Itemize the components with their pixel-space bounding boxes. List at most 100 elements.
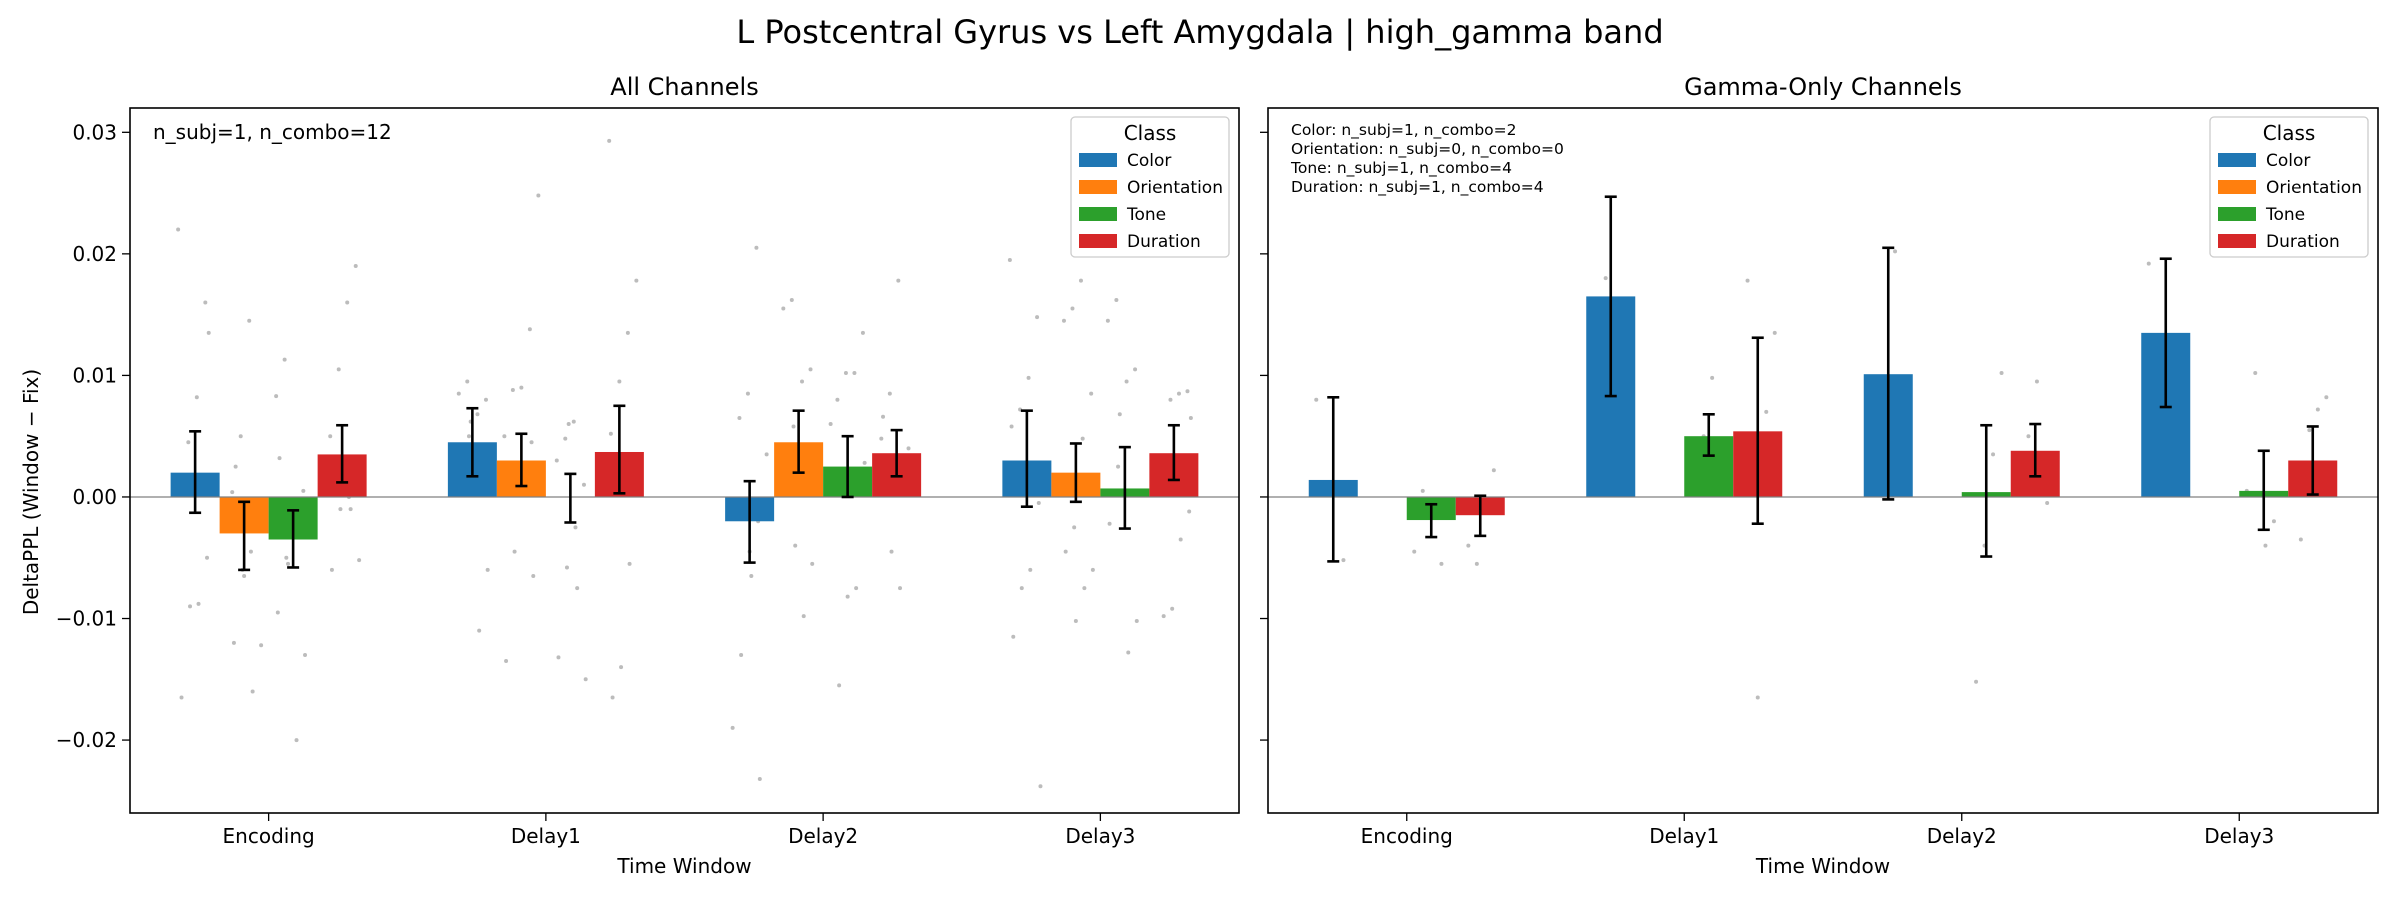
data-point <box>519 385 524 390</box>
data-point <box>1974 679 1979 684</box>
error-bar-tone-encoding <box>287 509 300 569</box>
data-point <box>1491 468 1496 473</box>
data-point <box>1063 549 1068 554</box>
data-point <box>583 677 588 682</box>
data-point <box>1026 375 1031 380</box>
data-point <box>610 695 615 700</box>
panel-gamma-only-channels: Gamma-Only Channels Encoding Delay1 Delay2 D… <box>1260 73 2379 878</box>
data-point <box>203 300 208 305</box>
error-bar-color-delay2 <box>743 479 756 564</box>
data-point <box>1035 315 1040 320</box>
data-point <box>879 436 884 441</box>
legend-label-color: Color <box>2266 151 2310 171</box>
data-point <box>1755 695 1760 700</box>
legend-swatch-color <box>2218 153 2256 167</box>
data-point <box>2263 543 2268 548</box>
data-point <box>1124 379 1129 384</box>
y-tick-label: −0.01 <box>56 607 117 631</box>
data-point <box>1117 412 1122 417</box>
data-point <box>1126 650 1131 655</box>
data-point <box>206 330 211 335</box>
data-point <box>2298 537 2303 542</box>
data-point <box>1007 257 1012 262</box>
data-point <box>294 738 299 743</box>
x-tick-label: Delay2 <box>788 824 858 848</box>
legend-label-color: Color <box>1127 151 1171 171</box>
data-point <box>1161 614 1166 619</box>
data-point <box>800 379 805 384</box>
data-point <box>502 434 507 439</box>
data-point <box>1176 391 1181 396</box>
data-point <box>2026 434 2031 439</box>
data-point <box>1028 567 1033 572</box>
data-point <box>1187 509 1192 514</box>
data-point <box>196 601 201 606</box>
data-point <box>345 300 350 305</box>
data-point <box>230 490 235 495</box>
x-tick-label: Delay3 <box>1065 824 1135 848</box>
data-point <box>353 264 358 269</box>
data-point <box>862 460 867 465</box>
data-point <box>248 549 253 554</box>
data-point <box>843 370 848 375</box>
legend-swatch-orientation <box>2218 180 2256 194</box>
data-point <box>739 652 744 657</box>
data-point <box>529 440 534 445</box>
x-tick-label: Delay3 <box>2204 824 2274 848</box>
data-point <box>2045 501 2050 506</box>
legend-label-tone: Tone <box>2265 205 2305 225</box>
data-point <box>485 567 490 572</box>
legend-label-orientation: Orientation <box>1127 178 1223 198</box>
annotation-line: Color: n_subj=1, n_combo=2 <box>1291 121 1517 140</box>
error-bar-orientation-delay3 <box>1069 442 1082 504</box>
data-point <box>456 391 461 396</box>
data-point <box>527 327 532 332</box>
error-bar-tone-delay1 <box>564 472 577 524</box>
data-point <box>854 586 859 591</box>
data-point <box>1061 318 1066 323</box>
data-point <box>510 388 515 392</box>
data-point <box>1745 278 1750 283</box>
data-point <box>277 456 282 461</box>
data-point <box>828 422 833 427</box>
data-point <box>1999 370 2004 375</box>
data-point <box>1764 409 1769 414</box>
data-point <box>730 725 735 730</box>
error-bar-color-delay3 <box>2159 257 2172 409</box>
error-bar-color-encoding <box>1327 395 1340 563</box>
data-point <box>512 549 517 554</box>
error-bar-duration-encoding <box>336 423 349 484</box>
data-point <box>564 565 569 570</box>
data-point <box>1341 558 1346 563</box>
error-bar-tone-encoding <box>1425 502 1438 539</box>
data-point <box>571 419 576 424</box>
plot-frame <box>129 107 1240 814</box>
data-point <box>793 543 798 548</box>
error-bar-duration-delay1 <box>613 404 626 495</box>
error-bar-duration-delay2 <box>890 428 903 478</box>
data-point <box>1073 618 1078 623</box>
data-point <box>634 278 639 283</box>
y-tick-label: 0.02 <box>72 242 117 266</box>
error-bar-tone-delay3 <box>1118 445 1131 530</box>
data-point <box>275 610 280 615</box>
data-point <box>556 655 561 660</box>
data-point <box>887 391 892 396</box>
error-bar-color-delay3 <box>1020 409 1033 508</box>
data-point <box>1991 452 1996 457</box>
data-point <box>808 367 813 372</box>
x-tick-label: Delay1 <box>511 824 581 848</box>
data-point <box>1603 276 1608 281</box>
data-point <box>781 306 786 311</box>
data-point <box>1185 389 1190 394</box>
data-point <box>764 452 769 457</box>
x-axis-label: Time Window <box>616 854 751 878</box>
annotation-line: Orientation: n_subj=0, n_combo=0 <box>1291 140 1564 159</box>
data-point <box>1188 415 1193 420</box>
data-point <box>1710 375 1715 380</box>
data-point <box>238 434 243 439</box>
data-point <box>2146 261 2151 266</box>
data-point <box>2324 395 2329 400</box>
data-point <box>1070 306 1075 311</box>
data-point <box>303 652 308 657</box>
